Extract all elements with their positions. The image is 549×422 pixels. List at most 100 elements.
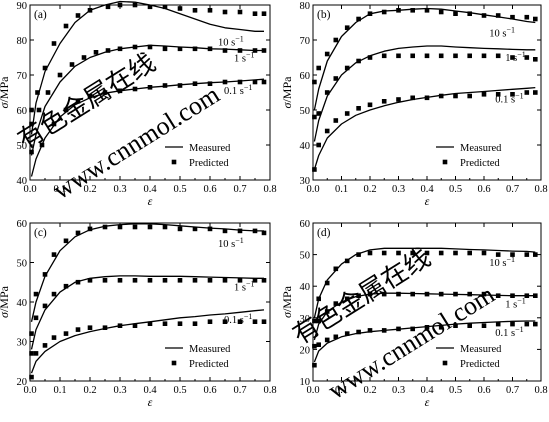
series-label-1: 1 s−1 — [234, 279, 254, 294]
measured-line-0 — [30, 223, 264, 322]
predicted-point-1-9 — [132, 44, 138, 50]
predicted-point-1-1 — [33, 315, 39, 321]
predicted-point-0-18 — [261, 11, 267, 16]
predicted-point-0-13 — [192, 8, 198, 13]
predicted-point-0-18 — [533, 252, 538, 257]
x-tick-label: 0.0 — [306, 385, 319, 396]
legend-measured-label: Measured — [460, 143, 502, 154]
measured-line-1 — [30, 275, 264, 350]
x-tick-label: 0.3 — [392, 385, 405, 396]
predicted-point-1-4 — [63, 283, 69, 289]
predicted-point-2-12 — [177, 321, 183, 326]
x-tick-label: 0.7 — [233, 385, 246, 396]
predicted-point-2-10 — [147, 321, 153, 326]
predicted-point-2-13 — [467, 93, 472, 99]
predicted-point-1-17 — [524, 293, 530, 298]
predicted-point-0-1 — [316, 296, 321, 302]
predicted-point-1-16 — [237, 48, 243, 53]
predicted-point-2-7 — [102, 325, 108, 330]
x-tick-label: 0.8 — [534, 385, 547, 396]
predicted-point-2-7 — [381, 99, 387, 104]
predicted-point-2-15 — [222, 319, 228, 324]
predicted-point-2-13 — [467, 323, 472, 328]
x-tick-label: 0.1 — [335, 184, 348, 195]
predicted-point-2-0 — [312, 362, 317, 368]
y-tick-label: 50 — [300, 106, 311, 117]
predicted-point-0-10 — [424, 250, 430, 256]
predicted-point-0-5 — [356, 252, 361, 257]
y-tick-label: 40 — [17, 298, 28, 309]
predicted-point-2-11 — [438, 93, 444, 99]
predicted-point-0-8 — [117, 2, 123, 8]
x-tick-label: 0.0 — [23, 385, 36, 396]
y-tick-label: 60 — [300, 219, 311, 230]
x-tick-label: 0.0 — [306, 184, 319, 195]
predicted-point-1-5 — [75, 279, 81, 285]
y-tick-label: 10 — [300, 377, 311, 388]
predicted-point-0-14 — [481, 13, 487, 18]
predicted-point-1-11 — [438, 291, 444, 297]
predicted-point-2-9 — [410, 326, 415, 332]
predicted-point-1-13 — [192, 46, 198, 52]
x-axis-label: ε — [148, 395, 153, 409]
predicted-point-2-12 — [453, 323, 458, 328]
predicted-point-0-0 — [29, 107, 34, 113]
x-tick-label: 0.3 — [113, 385, 126, 396]
legend-predicted-label: Predicted — [460, 158, 500, 169]
predicted-point-1-7 — [105, 48, 111, 53]
predicted-point-0-15 — [222, 228, 228, 234]
predicted-point-2-13 — [207, 81, 213, 86]
predicted-point-2-1 — [316, 342, 321, 347]
predicted-point-1-18 — [533, 293, 538, 298]
x-tick-label: 0.1 — [335, 385, 348, 396]
measured-line-0 — [30, 0, 264, 135]
predicted-point-1-14 — [481, 53, 487, 59]
predicted-point-2-8 — [132, 86, 138, 92]
predicted-point-2-8 — [117, 323, 123, 328]
predicted-point-0-1 — [33, 291, 39, 297]
predicted-point-2-16 — [510, 92, 515, 97]
predicted-point-1-13 — [467, 291, 472, 297]
y-tick-label: 40 — [300, 141, 311, 152]
predicted-point-0-6 — [367, 250, 373, 256]
y-tick-label: 50 — [300, 251, 311, 262]
x-tick-label: 0.5 — [173, 184, 186, 195]
predicted-point-2-6 — [87, 325, 93, 330]
predicted-point-1-8 — [396, 291, 401, 297]
legend-measured-label: Measured — [189, 143, 231, 154]
predicted-point-2-2 — [42, 343, 48, 348]
y-axis-label: σ/MPa — [0, 285, 11, 318]
x-tick-label: 0.6 — [203, 385, 216, 396]
predicted-point-1-17 — [524, 55, 530, 60]
predicted-point-0-14 — [207, 8, 213, 13]
legend-square-swatch — [171, 360, 177, 366]
y-tick-label: 30 — [300, 314, 311, 325]
predicted-point-0-2 — [42, 272, 48, 277]
predicted-point-1-7 — [381, 53, 387, 59]
x-tick-label: 0.8 — [263, 385, 276, 396]
x-tick-label: 0.4 — [143, 184, 157, 195]
predicted-point-0-10 — [424, 8, 430, 13]
y-tick-label: 80 — [17, 36, 28, 47]
predicted-point-0-18 — [533, 16, 538, 22]
chart-panel-b: 0.0 0.1 0.2 0.3 0.4 0.5 0.6 0.7 0.8 30 40 50 60 70 80 ε… — [280, 1, 548, 208]
predicted-point-0-1 — [316, 65, 321, 71]
y-tick-label: 20 — [300, 345, 311, 356]
predicted-point-1-14 — [207, 46, 213, 52]
predicted-point-0-16 — [510, 14, 515, 20]
legend-square-swatch — [442, 159, 448, 165]
predicted-point-2-13 — [192, 321, 198, 326]
series-label-1: 1 s−1 — [505, 49, 525, 64]
predicted-point-0-2 — [42, 65, 48, 71]
predicted-point-0-11 — [438, 250, 444, 256]
predicted-point-1-8 — [117, 46, 123, 52]
predicted-point-2-6 — [367, 102, 373, 108]
predicted-point-2-9 — [147, 85, 153, 90]
predicted-point-2-18 — [261, 319, 267, 324]
x-tick-label: 0.5 — [173, 385, 186, 396]
predicted-point-0-4 — [344, 25, 350, 30]
predicted-point-1-4 — [344, 65, 350, 71]
predicted-point-0-15 — [495, 252, 501, 257]
predicted-point-1-4 — [69, 62, 75, 67]
x-tick-label: 0.0 — [23, 184, 36, 195]
